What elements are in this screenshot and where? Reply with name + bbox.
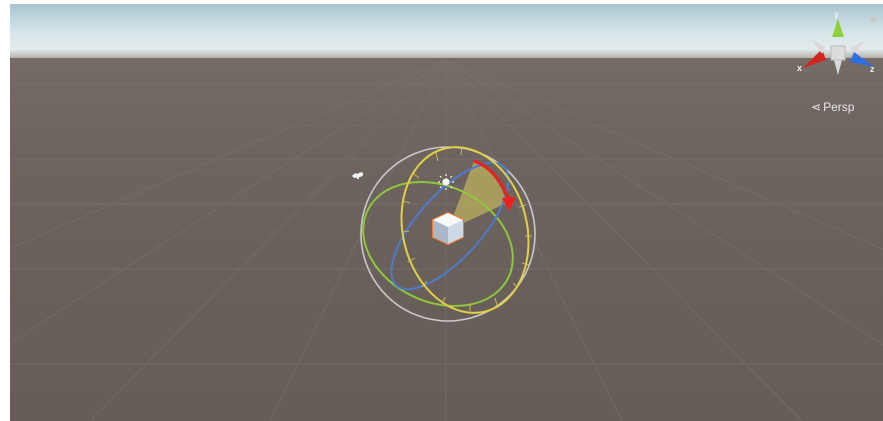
camera-gizmo-icon[interactable] — [351, 170, 365, 180]
perspective-icon: ⋖ — [811, 100, 822, 114]
scene-grid — [10, 59, 883, 421]
orientation-y-label: y — [834, 9, 840, 19]
orientation-neg-y-cone[interactable] — [834, 60, 842, 75]
camera-mode-label: Persp — [823, 100, 855, 114]
directional-light-icon[interactable] — [438, 174, 454, 190]
orientation-z-cone[interactable] — [850, 52, 874, 67]
orientation-neg-z-cone[interactable] — [811, 39, 825, 54]
rotate-gizmo[interactable] — [10, 4, 883, 421]
rotate-y-ring[interactable] — [343, 158, 533, 329]
orientation-x-label: x — [797, 63, 803, 73]
orientation-gizmo[interactable] — [783, 0, 883, 120]
orientation-neg-x-cone[interactable] — [851, 40, 865, 55]
rotate-snap-ticks — [401, 146, 532, 311]
selected-light-cube[interactable] — [432, 211, 464, 246]
rotate-drag-sector — [448, 161, 507, 230]
orientation-z-label: z — [870, 64, 875, 74]
rotate-drag-arrowhead — [502, 197, 516, 211]
orientation-x-cone[interactable] — [803, 49, 826, 68]
camera-mode-toggle[interactable]: ⋖ Persp — [811, 99, 854, 115]
rotate-drag-arc — [473, 159, 511, 202]
skybox — [10, 4, 883, 62]
orientation-center-cube[interactable] — [830, 45, 846, 61]
orientation-lock-icon[interactable] — [870, 16, 876, 22]
scene-viewport[interactable] — [10, 4, 883, 421]
rotate-z-ring[interactable] — [373, 145, 528, 307]
rotate-x-ring[interactable] — [385, 133, 546, 326]
orientation-y-cone[interactable] — [832, 19, 844, 37]
